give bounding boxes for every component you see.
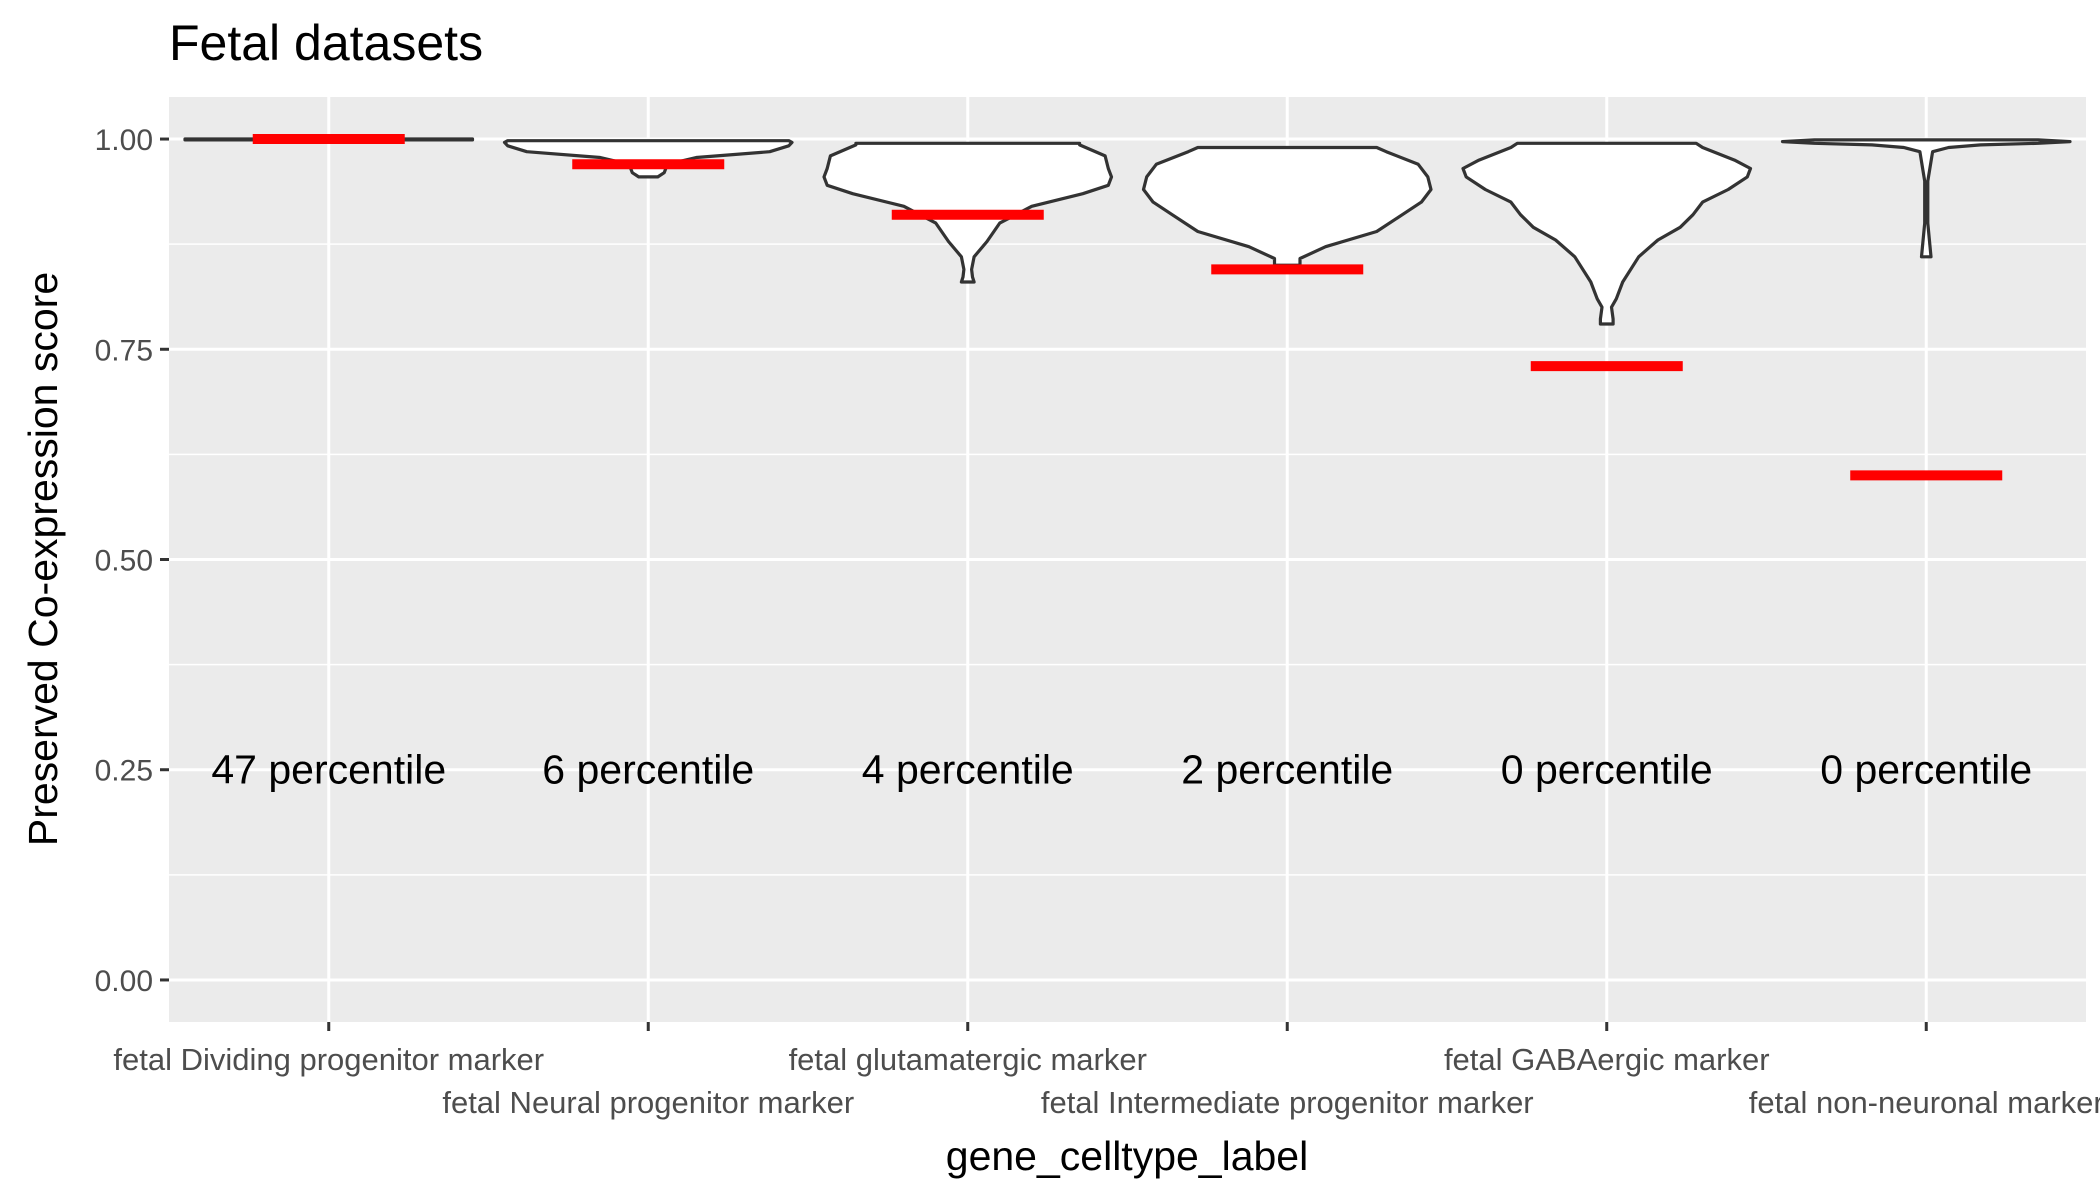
y-tick-label: 1.00 (95, 124, 153, 157)
percentile-labels: 47 percentile 6 percentile 4 percentile 2 p… (211, 747, 2032, 793)
percentile-label: 4 percentile (862, 747, 1074, 793)
x-tick-label: fetal non-neuronal marker (1749, 1085, 2100, 1120)
y-tick-label: 0.00 (95, 965, 153, 998)
score-markers (252, 134, 2003, 481)
x-tick-label: fetal Dividing progenitor marker (113, 1042, 544, 1077)
y-axis-title: Preserved Co-expression score (20, 272, 66, 846)
violin (1141, 145, 1433, 267)
x-tick-label: fetal glutamatergic marker (789, 1042, 1147, 1077)
y-tick-label: 0.75 (95, 334, 153, 367)
percentile-label: 0 percentile (1820, 747, 2032, 793)
percentile-label: 6 percentile (542, 747, 754, 793)
y-tick-label: 0.50 (95, 545, 153, 578)
x-tick-label: fetal GABAergic marker (1444, 1042, 1770, 1077)
violin (1461, 141, 1753, 326)
y-axis: 0.00 0.25 0.50 0.75 1.00 (95, 124, 169, 998)
x-axis-title: gene_celltype_label (946, 1133, 1308, 1179)
percentile-label: 2 percentile (1181, 747, 1393, 793)
chart-title: Fetal datasets (169, 15, 483, 71)
violin (1780, 138, 2072, 259)
x-axis: fetal Dividing progenitor marker fetal Ne… (113, 1022, 2100, 1120)
percentile-label: 47 percentile (211, 747, 446, 793)
y-tick-label: 0.25 (95, 755, 153, 788)
grid (169, 97, 2086, 1022)
x-tick-label: fetal Neural progenitor marker (442, 1085, 854, 1120)
x-tick-label: fetal Intermediate progenitor marker (1041, 1085, 1534, 1120)
percentile-label: 0 percentile (1501, 747, 1713, 793)
